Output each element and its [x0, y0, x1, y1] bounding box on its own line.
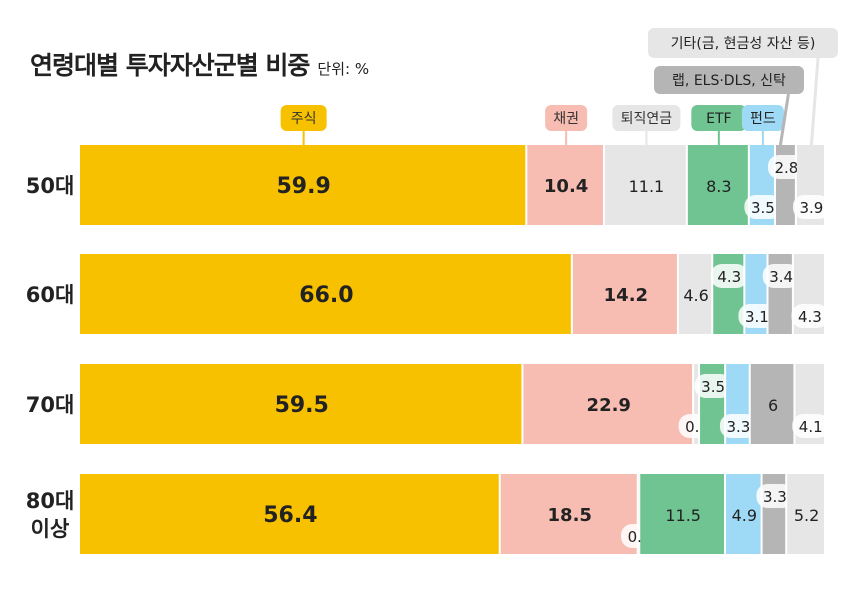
chart-title-text: 연령대별 투자자산군별 비중	[30, 51, 310, 80]
value-label: 3.4	[769, 268, 793, 286]
value-label-badge	[791, 304, 829, 328]
bar-stock	[80, 145, 526, 225]
legend-label-pension: 퇴직연금	[621, 111, 673, 127]
value-label: 10.4	[544, 176, 588, 197]
legend-pointer-wrap	[778, 93, 790, 146]
value-label: 18.5	[548, 505, 592, 526]
bar-wrap	[750, 364, 794, 444]
value-label: 2.8	[774, 159, 798, 177]
legend-label-fund: 펀드	[750, 111, 776, 127]
value-label-badge	[756, 484, 794, 508]
value-label-badge	[762, 264, 800, 288]
bar-pension	[694, 364, 699, 444]
value-label-badge	[710, 264, 748, 288]
value-label: 56.4	[263, 503, 317, 528]
value-label-badge	[792, 195, 830, 219]
bar-bond	[500, 474, 637, 554]
value-label: 3.3	[763, 488, 787, 506]
value-label: 11.5	[665, 506, 701, 525]
value-label: 8.3	[706, 177, 731, 196]
value-label: 22.9	[587, 395, 631, 416]
bar-pension	[638, 474, 640, 554]
value-label: 6	[768, 396, 778, 415]
value-label: 3.9	[800, 199, 824, 217]
value-label-badge	[738, 304, 776, 328]
bar-stock	[80, 364, 522, 444]
value-label: 3.3	[727, 418, 751, 436]
category-label: 80대	[26, 489, 75, 513]
value-label: 3.1	[745, 308, 769, 326]
bar-bond	[527, 145, 603, 225]
value-label: 3.5	[701, 378, 725, 396]
value-label: 59.5	[275, 393, 329, 418]
bar-stock	[80, 474, 499, 554]
value-label-badge	[694, 374, 732, 398]
unit-label: 단위: %	[317, 60, 370, 78]
category-label: 70대	[26, 393, 75, 417]
value-label: 59.9	[277, 174, 331, 199]
value-label: 14.2	[604, 285, 648, 306]
legend-label-stock: 주식	[291, 111, 317, 127]
value-label: 3.5	[751, 199, 775, 217]
value-label: 4.3	[798, 308, 822, 326]
value-label: 5.2	[794, 506, 819, 525]
legend-box-bond	[545, 105, 588, 131]
bar-pension	[604, 145, 686, 225]
legend-label-wrap: 랩, ELS·DLS, 신탁	[672, 73, 786, 89]
bar-bond	[572, 254, 677, 334]
bar-bond	[523, 364, 693, 444]
value-label-badge	[719, 414, 757, 438]
legend-box-pension	[612, 105, 681, 131]
value-label: 4.3	[717, 268, 741, 286]
legend-label-etf: ETF	[706, 111, 731, 127]
legend-box-other	[648, 28, 838, 58]
category-label: 50대	[26, 174, 75, 198]
value-label-badge	[792, 414, 830, 438]
category-label: 60대	[26, 283, 75, 307]
legend-box-fund	[741, 105, 784, 131]
value-label-badge	[767, 155, 805, 179]
legend-box-stock	[280, 105, 327, 131]
value-label: 4.6	[683, 286, 708, 305]
value-label-badge	[744, 195, 782, 219]
value-label: 4.1	[799, 418, 823, 436]
bar-stock	[80, 254, 571, 334]
value-label: 4.9	[732, 506, 757, 525]
legend-label-other: 기타(금, 현금성 자산 등)	[671, 36, 816, 52]
chart-title: 연령대별 투자자산군별 비중 단위: %	[30, 46, 369, 82]
category-label: 이상	[31, 517, 70, 541]
bar-fund	[726, 474, 761, 554]
bar-etf	[640, 474, 725, 554]
legend-box-wrap	[654, 66, 804, 94]
value-label: 11.1	[629, 177, 665, 196]
value-label: 66.0	[299, 283, 353, 308]
bar-other	[787, 474, 824, 554]
legend-pointer-other	[809, 57, 820, 146]
bar-pension	[678, 254, 712, 334]
bar-etf	[687, 145, 748, 225]
legend-label-bond: 채권	[553, 111, 579, 127]
legend-box-etf	[691, 105, 747, 131]
